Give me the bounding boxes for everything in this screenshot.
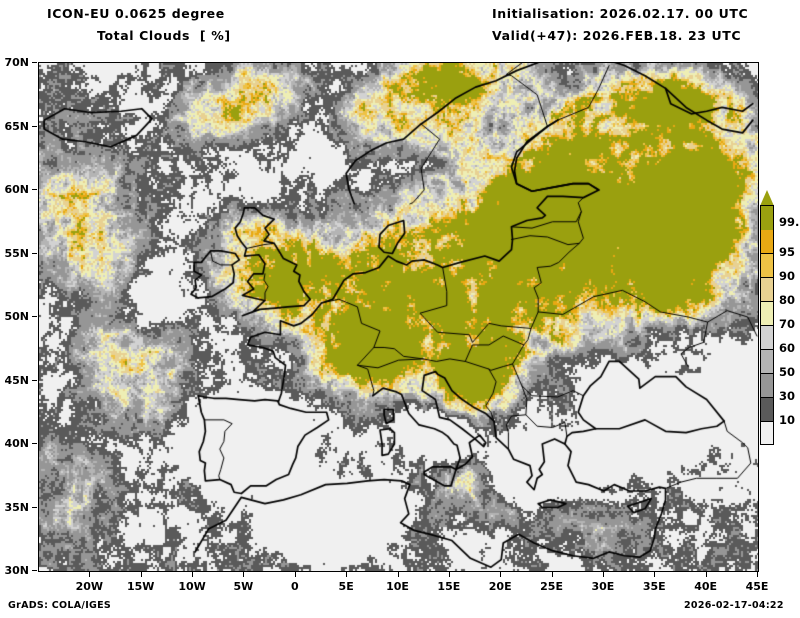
valid-time: Valid(+47): 2026.FEB.18. 23 UTC — [492, 28, 742, 43]
x-axis-label: 15E — [437, 580, 461, 593]
colorbar-label: 60 — [779, 341, 796, 355]
colorbar-band — [761, 374, 773, 399]
x-axis-label: 20E — [488, 580, 512, 593]
y-axis-label: 35N — [4, 500, 29, 514]
y-axis-tick — [32, 189, 37, 190]
x-axis-tick — [551, 572, 553, 577]
colorbar-label: 70 — [779, 317, 796, 331]
x-axis-label: 25E — [540, 580, 563, 593]
y-axis-label: 65N — [4, 119, 29, 133]
colorbar-label: 80 — [779, 293, 796, 307]
colorbar-tick — [760, 397, 774, 398]
x-axis-tick — [243, 572, 245, 577]
y-axis-tick — [32, 62, 37, 63]
colorbar-band — [761, 398, 773, 423]
colorbar-tick — [760, 253, 774, 254]
colorbar-label: 10 — [779, 413, 796, 427]
y-axis-label: 55N — [4, 246, 29, 260]
colorbar-band — [761, 302, 773, 327]
x-axis-label: 30E — [591, 580, 615, 593]
x-axis-tick — [757, 572, 758, 577]
y-axis-tick — [32, 125, 37, 127]
x-axis-label: 5E — [338, 580, 354, 593]
colorbar-tick — [760, 421, 774, 422]
x-axis-tick — [140, 572, 142, 577]
chart-header: ICON-EU 0.0625 degree Total Clouds [ %] … — [0, 0, 800, 56]
colorbar-label: 50 — [779, 365, 796, 379]
colorbar-tick — [760, 277, 774, 278]
model-title: ICON-EU 0.0625 degree — [47, 6, 225, 21]
x-axis-label: 5W — [233, 580, 254, 593]
x-axis-label: 45E — [745, 580, 769, 593]
grads-credit: GrADS: COLA/IGES — [8, 600, 112, 611]
x-axis-tick — [602, 572, 604, 577]
x-axis-tick — [705, 572, 707, 577]
y-axis-tick — [32, 316, 37, 317]
map-plot-area — [38, 62, 759, 572]
colorbar-tick — [760, 373, 774, 374]
colorbar-tick — [760, 349, 774, 350]
y-axis-label: 30N — [4, 564, 29, 577]
colorbar-tick — [760, 301, 774, 302]
x-axis-tick — [397, 572, 399, 577]
colorbar-band — [761, 206, 773, 231]
x-axis-label: 0 — [290, 580, 299, 593]
x-axis-tick — [294, 572, 296, 577]
colorbar-band — [761, 422, 773, 444]
colorbar-band — [761, 254, 773, 279]
colorbar-band — [761, 350, 773, 375]
y-axis-tick — [32, 506, 37, 508]
y-axis-tick — [32, 443, 37, 444]
y-axis-tick — [32, 252, 37, 254]
y-axis-label: 40N — [4, 437, 29, 450]
y-axis-label: 45N — [4, 373, 29, 387]
y-axis-label: 50N — [4, 310, 29, 323]
y-axis-label: 60N — [4, 183, 29, 196]
x-axis-label: 15W — [126, 580, 155, 593]
colorbar-band — [761, 278, 773, 303]
colorbar-label: 90 — [779, 269, 796, 283]
y-axis-label: 70N — [4, 56, 29, 69]
x-axis-tick — [500, 572, 502, 577]
colorbar-label: 99.5 — [779, 215, 800, 229]
colorbar-top-arrow — [760, 190, 774, 206]
x-axis-tick — [448, 572, 450, 577]
x-axis-tick — [654, 572, 656, 577]
total-cloud-cover-raster — [39, 63, 758, 571]
initialisation-time: Initialisation: 2026.02.17. 00 UTC — [492, 6, 749, 21]
colorbar-band — [761, 230, 773, 255]
generation-timestamp: 2026-02-17-04:22 — [684, 600, 784, 611]
y-axis-tick — [32, 379, 37, 381]
x-axis-tick — [346, 572, 348, 577]
y-axis-tick — [32, 570, 37, 571]
colorbar-tick — [760, 325, 774, 326]
x-axis-label: 40E — [694, 580, 718, 593]
colorbar-band — [761, 326, 773, 351]
field-title: Total Clouds [ %] — [97, 28, 231, 43]
x-axis-label: 20W — [75, 580, 104, 593]
colorbar-label: 30 — [779, 389, 796, 403]
x-axis-tick — [192, 572, 194, 577]
colorbar-label: 95 — [779, 245, 796, 259]
x-axis-tick — [89, 572, 91, 577]
x-axis-label: 35E — [642, 580, 666, 593]
x-axis-label: 10E — [386, 580, 409, 593]
x-axis-label: 10W — [178, 580, 206, 593]
